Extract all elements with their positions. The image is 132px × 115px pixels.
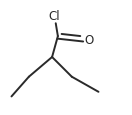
Text: Cl: Cl <box>49 10 60 23</box>
Text: O: O <box>85 34 94 47</box>
